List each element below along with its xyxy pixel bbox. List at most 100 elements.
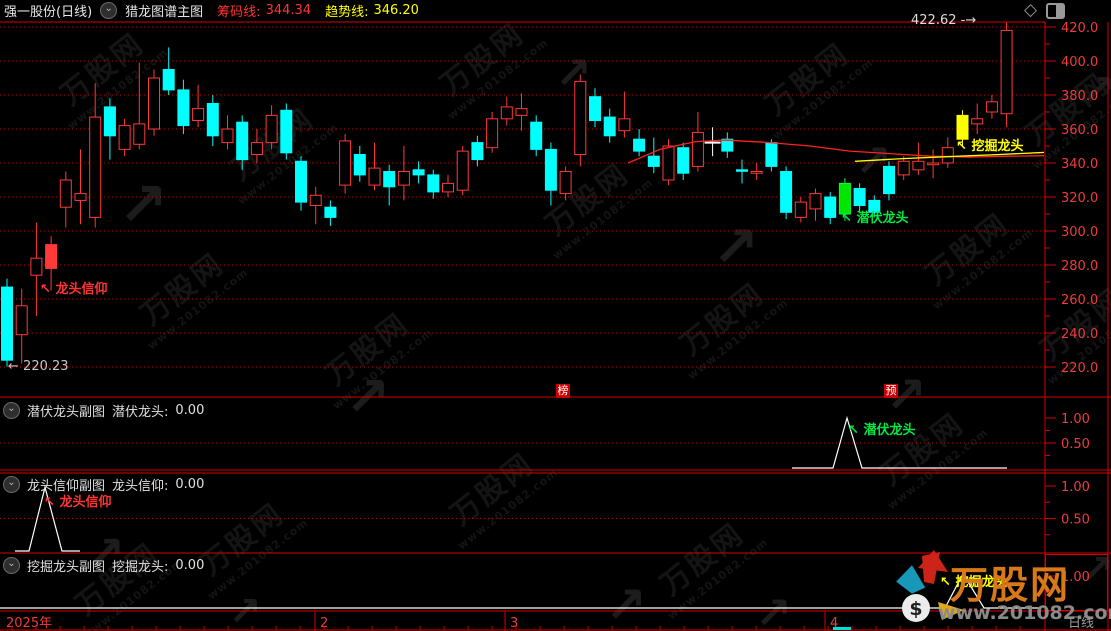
candle	[721, 138, 734, 152]
candle	[809, 193, 822, 210]
candle	[324, 206, 337, 218]
panel1-series-value: 0.00	[175, 403, 205, 418]
panel3-signal-spike	[0, 572, 1040, 609]
candle	[941, 147, 954, 164]
candle	[133, 123, 146, 145]
candle	[515, 108, 528, 116]
candle	[824, 196, 837, 218]
trend-line-label: 趋势线:	[325, 5, 369, 20]
candle	[442, 182, 454, 193]
candle	[221, 128, 234, 144]
candle	[912, 160, 925, 171]
panel2-axis-label: 0.50	[1061, 513, 1090, 528]
watermark-url: www.201082.com	[938, 602, 1111, 624]
candle	[956, 114, 969, 140]
candle	[691, 131, 704, 167]
candle	[295, 160, 307, 203]
candle	[339, 140, 352, 186]
candle	[647, 155, 660, 167]
panel2-title[interactable]: 龙头信仰副图	[27, 479, 106, 494]
price-axis-label: 360.0	[1061, 123, 1098, 138]
candle	[1, 286, 13, 361]
panel2-series-label: 龙头信仰:	[112, 479, 169, 494]
period-label[interactable]: 日线	[1068, 616, 1095, 631]
high-price-annotation: 422.62 -→	[911, 13, 977, 28]
chouma-line-value: 344.34	[265, 3, 312, 18]
candle	[206, 103, 219, 137]
main-indicator-name[interactable]: 猎龙图谱主图	[125, 5, 204, 20]
panel1-title[interactable]: 潜伏龙头副图	[27, 405, 106, 420]
candle	[397, 171, 410, 186]
up-left-arrow-icon: ↖	[44, 495, 55, 510]
chevron-down-icon[interactable]: ⌄	[3, 557, 20, 574]
dashed-arrow-icon: -→	[960, 13, 977, 28]
panel2-spike-label: ↖ 龙头信仰	[44, 495, 112, 510]
signal-label-longtou-xinyang: ↖ 龙头信仰	[40, 282, 108, 297]
price-axis-label: 380.0	[1061, 89, 1098, 104]
candle	[500, 106, 513, 120]
up-left-arrow-icon: ↖	[956, 139, 967, 154]
panel2-header: ⌄ 龙头信仰副图 龙头信仰: 0.00	[3, 475, 204, 494]
decorative-arrow-shape: ↗	[605, 576, 647, 631]
diamond-icon[interactable]: ◇	[1024, 0, 1038, 20]
candle	[677, 147, 690, 174]
time-axis-label: 4	[830, 616, 838, 631]
overlay-line-筹码线	[627, 139, 1045, 164]
signal-label-wajue-longtou: ↖ 挖掘龙头	[956, 139, 1024, 154]
candle	[736, 169, 748, 172]
price-axis-label: 220.0	[1061, 361, 1098, 376]
up-left-arrow-icon: ↖	[940, 575, 951, 590]
low-price-annotation: ← 220.23	[8, 359, 69, 374]
price-axis-label: 340.0	[1061, 157, 1098, 172]
chevron-down-icon[interactable]: ⌄	[3, 402, 20, 419]
price-axis-label: 320.0	[1061, 191, 1098, 206]
candle	[971, 118, 984, 125]
candle	[618, 118, 631, 132]
stock-title[interactable]: 强一股份(日线)	[4, 5, 93, 20]
panel3-axis-label: 1.00	[1061, 570, 1090, 585]
candle	[765, 142, 778, 167]
event-marker-yu[interactable]: 预	[884, 384, 898, 398]
chevron-down-icon[interactable]: ⌄	[100, 2, 118, 19]
price-axis-label: 400.0	[1061, 55, 1098, 70]
candle	[89, 116, 102, 218]
chevron-down-icon[interactable]: ⌄	[3, 476, 20, 493]
panel1-signal-spike	[792, 415, 1007, 469]
split-window-icon[interactable]	[1046, 3, 1065, 19]
panel3-title[interactable]: 挖掘龙头副图	[27, 560, 106, 575]
candle	[838, 182, 851, 215]
price-axis-label: 260.0	[1061, 293, 1098, 308]
candle	[353, 154, 366, 176]
candle	[265, 114, 278, 144]
panel3-series-value: 0.00	[175, 558, 205, 573]
panel1-series-label: 潜伏龙头:	[112, 405, 169, 420]
candle	[486, 118, 499, 149]
panel1-header: ⌄ 潜伏龙头副图 潜伏龙头: 0.00	[3, 401, 204, 420]
candle	[368, 167, 381, 186]
panel1-axis-label: 1.00	[1061, 412, 1090, 427]
decorative-arrow-shape: ↗	[118, 170, 169, 240]
candle	[412, 169, 425, 176]
candle	[162, 69, 175, 91]
candle	[897, 160, 910, 176]
site-logo: $ 万股网 www.201082.com	[888, 550, 1111, 630]
candle	[985, 101, 998, 113]
panel3-spike-label: ↖ 挖掘龙头	[940, 575, 1008, 590]
candle	[574, 80, 587, 155]
panel3-header: ⌄ 挖掘龙头副图 挖掘龙头: 0.00	[3, 556, 204, 575]
time-axis-label: 2	[320, 616, 328, 631]
candle	[427, 174, 440, 193]
logo-arrows-icon: $	[896, 550, 964, 622]
left-arrow-icon: ←	[8, 359, 19, 374]
candle	[456, 150, 469, 191]
candle	[383, 171, 396, 188]
chouma-line-label: 筹码线:	[217, 5, 261, 20]
time-axis-label: 3	[510, 616, 518, 631]
svg-text:$: $	[909, 598, 922, 620]
event-marker-bang[interactable]: 榜	[556, 384, 570, 398]
up-left-arrow-icon: ↖	[841, 211, 852, 226]
panel3-series-label: 挖掘龙头:	[112, 560, 169, 575]
panel2-axis-label: 1.00	[1061, 480, 1090, 495]
